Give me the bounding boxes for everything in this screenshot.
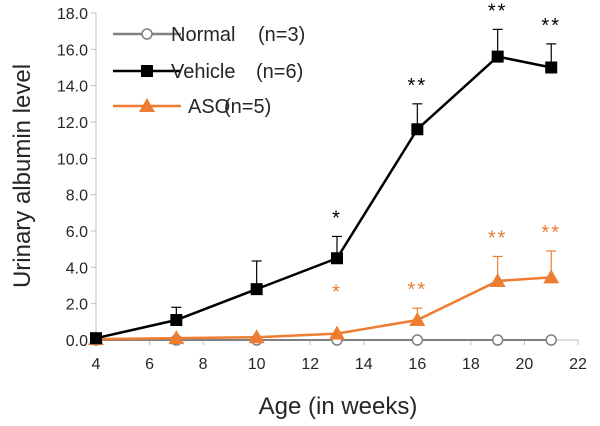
y-tick-label: 2.0 (66, 297, 88, 314)
series-aso: * **** ** (88, 222, 561, 346)
x-tick-label: 10 (248, 356, 266, 373)
significance-label: * (332, 282, 342, 304)
data-point-marker (491, 334, 504, 346)
significance-label: ** (488, 227, 508, 249)
legend-n-label: (n=5) (224, 96, 271, 118)
y-tick-label: 6.0 (66, 224, 88, 241)
data-point-marker (168, 330, 185, 345)
data-point-marker (411, 334, 424, 346)
series-layer: * **** ********* (88, 0, 561, 346)
legend-label: Vehicle (171, 61, 236, 83)
y-tick-label: 8.0 (66, 188, 88, 205)
legend: Normal (n=3) Vehicle (n=6) ASO(n=5) (113, 24, 305, 118)
y-tick-label: 12.0 (57, 115, 88, 132)
y-tick-label: 16.0 (57, 42, 88, 59)
data-point-marker (545, 61, 558, 74)
y-tick-label: 14.0 (57, 79, 88, 96)
significance-label: ** (541, 222, 561, 244)
x-axis-label: Age (in weeks) (259, 393, 418, 420)
series-normal (90, 334, 557, 346)
x-tick-label: 4 (92, 356, 101, 373)
legend-label: ASO (188, 96, 230, 118)
series-vehicle: ******* (90, 0, 561, 345)
data-point-marker (543, 269, 560, 284)
y-tick-label: 0.0 (66, 333, 88, 350)
data-point-marker (250, 283, 263, 296)
significance-label: ** (408, 75, 428, 97)
data-point-marker (489, 272, 506, 287)
data-point-marker (329, 325, 345, 340)
significance-label: ** (541, 15, 561, 37)
data-point-marker (139, 98, 155, 112)
x-tick-label: 8 (199, 356, 208, 373)
y-tick-label: 4.0 (66, 260, 88, 277)
data-point-marker (491, 50, 504, 63)
x-tick-label: 16 (408, 356, 426, 373)
significance-label: ** (488, 0, 508, 22)
legend-item-normal: Normal (n=3) (113, 24, 305, 46)
data-point-marker (411, 123, 424, 136)
series-line (95, 55, 552, 340)
data-point-marker (409, 312, 426, 327)
legend-n-label: (n=6) (256, 61, 303, 83)
data-point-marker (141, 28, 153, 40)
x-tick-label: 18 (462, 356, 480, 373)
legend-item-vehicle: Vehicle (n=6) (113, 61, 303, 83)
x-tick-label: 14 (355, 356, 373, 373)
legend-item-aso: ASO(n=5) (113, 96, 271, 118)
significance-label: ** (408, 279, 428, 301)
legend-n-label: (n=3) (258, 24, 305, 46)
x-tick-label: 12 (301, 356, 319, 373)
x-tick-label: 22 (569, 356, 587, 373)
x-tick-label: 20 (516, 356, 534, 373)
tick-labels: 0.0 2.0 4.0 6.0 8.0 10.0 12.0 14.0 16.0 18.0 4 6 8 10… (57, 6, 587, 373)
significance-label: * (332, 207, 342, 229)
x-tick-label: 6 (145, 356, 154, 373)
legend-label: Normal (171, 24, 235, 46)
data-point-marker (141, 65, 153, 77)
data-point-marker (248, 329, 265, 344)
y-axis-label: Urinary albumin level (9, 64, 36, 288)
data-point-marker (170, 314, 183, 327)
data-point-marker (90, 332, 102, 345)
data-point-marker (331, 252, 343, 265)
data-point-marker (545, 334, 557, 346)
y-tick-label: 10.0 (57, 151, 88, 168)
series-line (95, 276, 552, 341)
y-tick-label: 18.0 (57, 6, 88, 23)
